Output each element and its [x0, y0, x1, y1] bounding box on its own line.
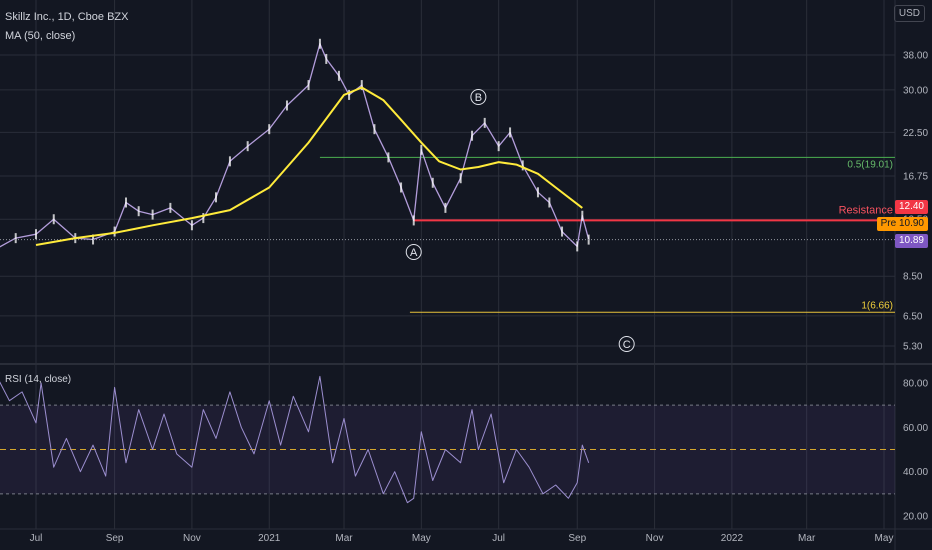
ma-indicator-label[interactable]: MA (50, close): [5, 30, 76, 42]
time-tick-label: Nov: [183, 533, 201, 544]
rsi-tick-label: 20.00: [903, 512, 928, 523]
fib-one-label: 1(6.66): [861, 300, 893, 311]
time-tick-label: Mar: [798, 533, 816, 544]
time-tick-label: Sep: [568, 533, 586, 544]
time-tick-label: Jul: [30, 533, 43, 544]
premarket-price-tag: Pre 10.90: [876, 217, 928, 231]
time-tick-label: Mar: [335, 533, 353, 544]
fib-half-label: 0.5(19.01): [847, 159, 893, 170]
price-tick-label: 8.50: [903, 272, 923, 283]
wave-label-circle: [405, 244, 422, 260]
price-tick-label: 5.30: [903, 342, 923, 353]
rsi-tick-label: 40.00: [903, 467, 928, 478]
symbol-title[interactable]: Skillz Inc., 1D, Cboe BZX: [5, 11, 129, 23]
price-tick-label: 6.50: [903, 311, 923, 322]
wave-label-circle: [470, 89, 487, 105]
price-series-line: [0, 43, 590, 248]
rsi-series-line: [0, 375, 590, 504]
ma-series-line: [35, 86, 583, 246]
price-tick-label: 22.50: [903, 128, 928, 139]
wave-label-circle: [618, 336, 635, 352]
pre-label: Pre: [880, 218, 897, 229]
resistance-price-tag: 12.40: [894, 200, 928, 214]
time-tick-label: Sep: [106, 533, 124, 544]
time-tick-label: May: [412, 533, 431, 544]
time-tick-label: 2022: [721, 533, 744, 544]
time-tick-label: Nov: [646, 533, 664, 544]
rsi-tick-label: 80.00: [903, 379, 928, 390]
price-tick-label: 38.00: [903, 51, 928, 62]
time-tick-label: Jul: [492, 533, 505, 544]
pre-value: 10.90: [898, 218, 924, 229]
rsi-tick-label: 60.00: [903, 423, 928, 434]
time-tick-label: May: [875, 533, 894, 544]
resistance-label: Resistance: [839, 204, 893, 216]
wave-label: C: [623, 339, 631, 351]
price-tick-label: 16.75: [903, 172, 928, 183]
last-price-tag: 10.89: [894, 234, 928, 248]
price-tick-label: 30.00: [903, 85, 928, 96]
wave-label: B: [475, 92, 482, 104]
wave-label: A: [410, 247, 418, 259]
time-tick-label: 2021: [258, 533, 281, 544]
currency-button[interactable]: USD: [893, 5, 925, 22]
rsi-indicator-label[interactable]: RSI (14, close): [5, 374, 72, 385]
